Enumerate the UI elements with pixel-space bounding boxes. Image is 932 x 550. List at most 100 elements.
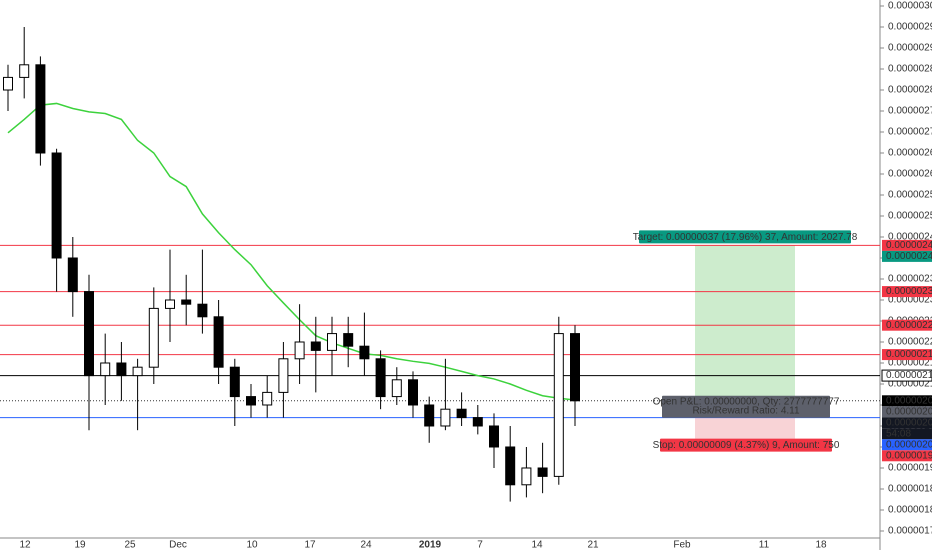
price-tag xyxy=(882,239,932,251)
y-tick-label: 0.00000180 xyxy=(888,505,932,516)
candle-body xyxy=(391,379,402,398)
candle-body xyxy=(424,404,435,427)
y-tick-label: 0.00000265 xyxy=(888,148,932,159)
x-tick-label: Dec xyxy=(169,540,187,550)
x-tick-label: 2019 xyxy=(419,540,442,550)
x-tick-label: 19 xyxy=(74,540,86,550)
price-tag-label: 0.00000202 xyxy=(886,439,932,450)
price-tag-label: 0.00000197 xyxy=(886,450,932,461)
x-tick-label: Feb xyxy=(673,540,691,550)
candle-body xyxy=(229,366,240,398)
x-tick-label: 7 xyxy=(477,540,483,550)
candle-body xyxy=(51,152,62,259)
candle-body xyxy=(327,333,337,351)
x-tick-label: 17 xyxy=(304,540,316,550)
candle-body xyxy=(181,299,192,305)
price-tag xyxy=(882,417,932,429)
price-tag xyxy=(882,406,932,418)
candle-body xyxy=(537,467,548,477)
candle-body xyxy=(310,341,321,351)
price-tag-label: 0.00000212 xyxy=(886,370,932,381)
candle-body xyxy=(375,358,386,398)
stop-label: Stop: 0.00000009 (4.37%) 9, Amount: 750 xyxy=(653,440,840,451)
candle-body xyxy=(148,307,159,368)
x-tick-label: 21 xyxy=(587,540,599,550)
x-tick-label: 10 xyxy=(246,540,258,550)
price-tag-label: 0.00000243 xyxy=(886,240,932,251)
stop-label-bg xyxy=(660,438,832,452)
candle-body xyxy=(116,362,127,377)
x-tick-label: 12 xyxy=(19,540,31,550)
candle-body xyxy=(456,408,467,419)
y-tick-label: 0.00000295 xyxy=(888,22,932,33)
candle-body xyxy=(521,467,532,486)
y-tick-label: 0.00000260 xyxy=(888,169,932,180)
candle-body xyxy=(262,391,273,406)
y-tick-label: 0.00000185 xyxy=(888,484,932,495)
x-tick-label: 14 xyxy=(531,540,543,550)
price-tag xyxy=(882,319,932,331)
candle-body xyxy=(197,303,208,318)
pnl-bg xyxy=(662,395,830,418)
candle-body xyxy=(472,417,483,427)
price-tag-label: 0.00000206 xyxy=(886,406,932,417)
y-tick-label: 0.00000190 xyxy=(888,463,932,474)
y-tick-label: 0.00000175 xyxy=(888,526,932,537)
candle-body xyxy=(213,316,224,368)
y-tick-label: 0.00000275 xyxy=(888,106,932,117)
price-tag-label: 0.00000243 xyxy=(886,251,932,262)
candle-body xyxy=(489,425,499,448)
y-tick-label: 0.00000255 xyxy=(888,190,932,201)
price-tag xyxy=(882,349,932,361)
pnl-label: Open P&L: 0.00000000, Qty: 2777777777 xyxy=(653,396,840,407)
candle-body xyxy=(100,362,111,377)
x-tick-label: 24 xyxy=(360,540,372,550)
y-tick-label: 0.00000235 xyxy=(888,274,932,285)
x-tick-label: 18 xyxy=(815,540,827,550)
candle-body xyxy=(35,64,46,154)
candle-body xyxy=(294,341,305,360)
y-tick-label: 0.00000250 xyxy=(888,211,932,222)
target-label-bg xyxy=(639,230,851,244)
price-tag-label: 0.00000206 xyxy=(886,417,932,428)
ratio-label: Risk/Reward Ratio: 4.11 xyxy=(692,405,800,416)
target-zone xyxy=(695,245,795,401)
price-tag xyxy=(882,286,932,298)
candle-body xyxy=(359,345,370,360)
price-tag xyxy=(882,395,932,407)
y-tick-label: 0.00000280 xyxy=(888,85,932,96)
y-tick-label: 0.00000285 xyxy=(888,64,932,75)
target-label: Target: 0.00000037 (17.96%) 37, Amount: … xyxy=(633,232,858,243)
candle-body xyxy=(84,291,94,377)
candle-body xyxy=(132,366,143,377)
candle-body xyxy=(278,358,289,393)
price-tag-label: 0.00000232 xyxy=(886,286,932,297)
candle-body xyxy=(19,64,30,78)
moving-average xyxy=(7,102,576,401)
candle-body xyxy=(553,333,564,477)
candle-body xyxy=(165,299,175,309)
y-tick-label: 0.00000270 xyxy=(888,127,932,138)
x-tick-label: 25 xyxy=(124,540,136,550)
candle-body xyxy=(570,333,580,402)
price-tag xyxy=(882,428,932,440)
candle-body xyxy=(505,446,516,486)
y-tick-label: 0.00000290 xyxy=(888,43,932,54)
y-tick-label: 0.00000245 xyxy=(888,232,932,243)
candle-body xyxy=(246,396,256,406)
price-tag xyxy=(881,369,932,382)
x-tick-label: 11 xyxy=(759,540,770,550)
price-tag-label: 0.00000217 xyxy=(886,349,932,360)
candle-body xyxy=(67,257,78,293)
candle-body xyxy=(343,333,354,347)
price-tag-label: 0.00000206 xyxy=(886,395,932,406)
price-tag xyxy=(882,250,932,262)
candle-body xyxy=(408,379,418,406)
price-tag xyxy=(882,439,932,451)
price-tag xyxy=(882,450,932,462)
y-tick-label: 0.00000300 xyxy=(888,1,932,12)
price-tag-label: 0.00000224 xyxy=(886,320,932,331)
